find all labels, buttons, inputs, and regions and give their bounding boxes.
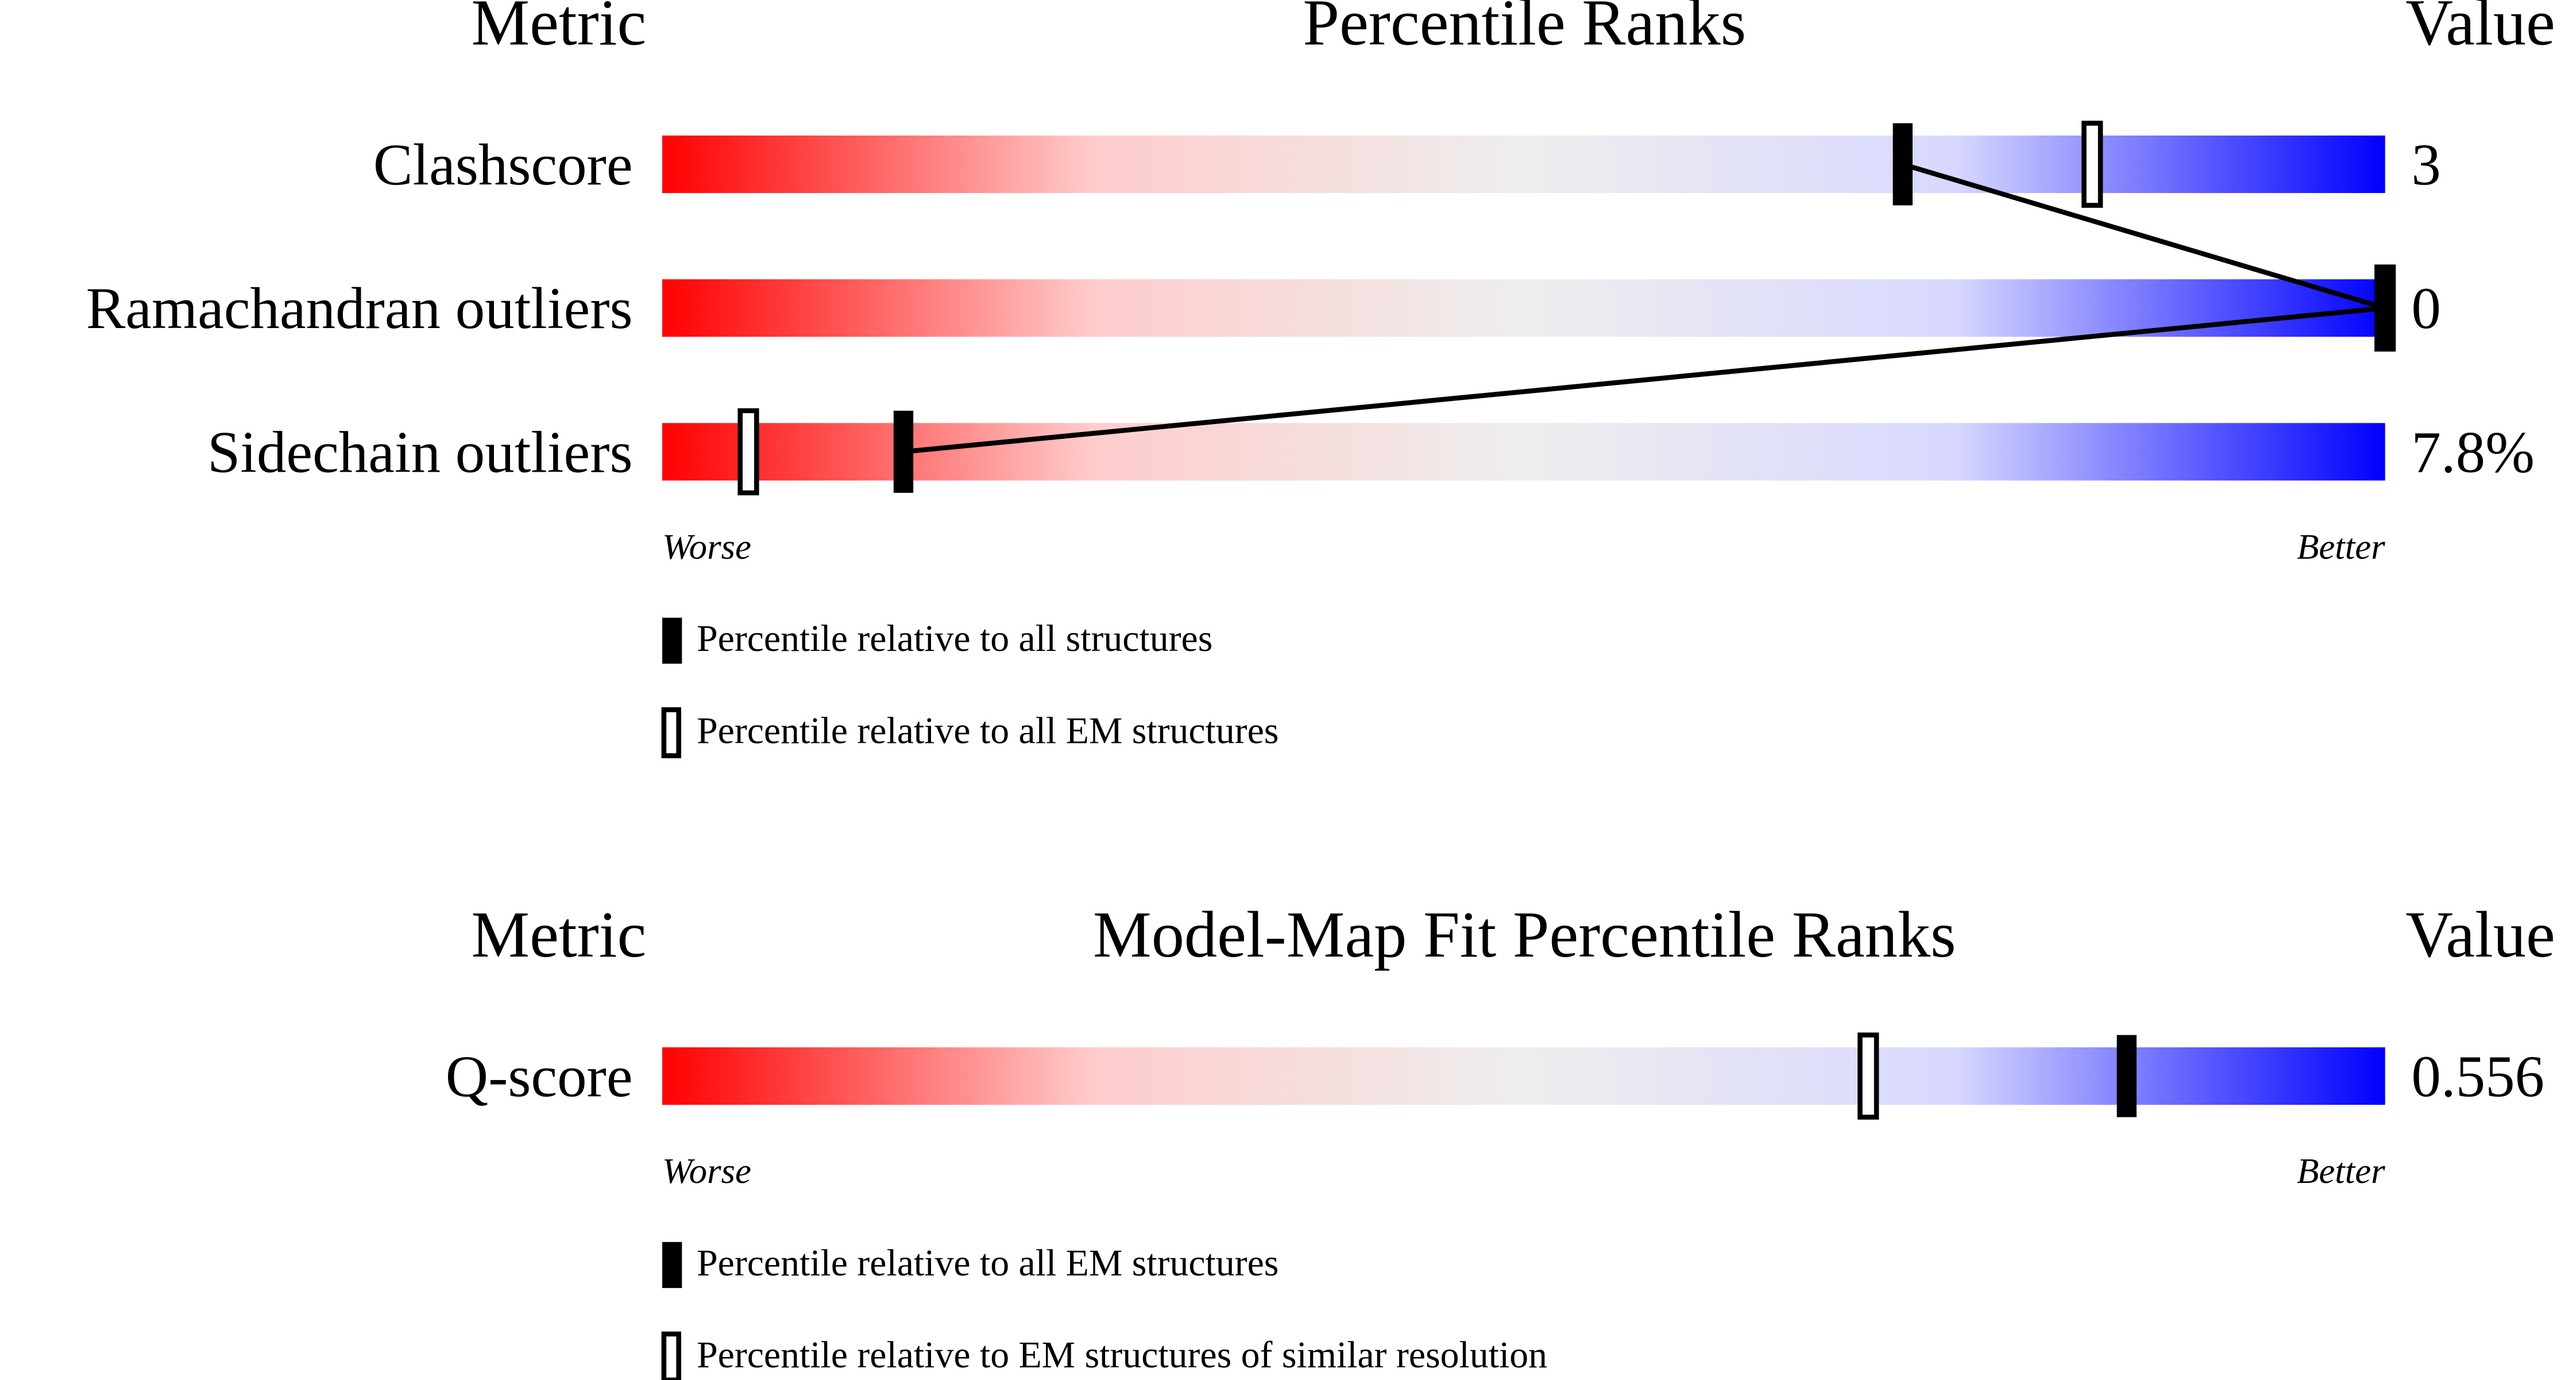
- worse-label: Worse: [662, 526, 751, 566]
- metric-value: 0.556: [2411, 1044, 2544, 1109]
- legend-swatch: [661, 1331, 681, 1380]
- better-label: Better: [2297, 526, 2385, 566]
- chart-title: Percentile Ranks: [1303, 0, 1746, 59]
- metric-label: Clashscore: [373, 132, 633, 198]
- marker-filled: [893, 410, 914, 493]
- legend-label: Percentile relative to all EM structures: [697, 1242, 1279, 1284]
- metric-label: Ramachandran outliers: [86, 276, 633, 341]
- metric-value: 3: [2411, 132, 2440, 198]
- metric-label: Q-score: [446, 1044, 633, 1109]
- marker-hollow: [2081, 121, 2103, 208]
- metric-value: 0: [2411, 276, 2440, 341]
- metric-value: 7.8%: [2411, 419, 2534, 485]
- legend-label: Percentile relative to all structures: [697, 618, 1212, 660]
- legend-swatch: [662, 618, 682, 664]
- slider-bar: [662, 423, 2385, 481]
- marker-hollow: [1857, 1032, 1879, 1120]
- legend-label: Percentile relative to all EM structures: [697, 710, 1279, 751]
- marker-filled: [1893, 123, 1913, 206]
- value-header: Value: [2405, 898, 2555, 971]
- better-label: Better: [2297, 1151, 2385, 1191]
- chart-title: Model-Map Fit Percentile Ranks: [1093, 898, 1956, 971]
- worse-label: Worse: [662, 1151, 751, 1191]
- legend-swatch: [661, 707, 681, 758]
- legend-swatch: [662, 1242, 682, 1288]
- slider-bar: [662, 135, 2385, 193]
- marker-filled: [2117, 1035, 2137, 1117]
- value-header: Value: [2405, 0, 2555, 59]
- marker-filled: [2375, 267, 2395, 349]
- legend-label: Percentile relative to EM structures of …: [697, 1334, 1547, 1376]
- metric-label: Sidechain outliers: [207, 419, 632, 485]
- metric-header: Metric: [471, 898, 646, 971]
- marker-hollow: [737, 408, 759, 496]
- slider-bar: [662, 279, 2385, 337]
- metric-header: Metric: [471, 0, 646, 59]
- slider-bar: [662, 1047, 2385, 1105]
